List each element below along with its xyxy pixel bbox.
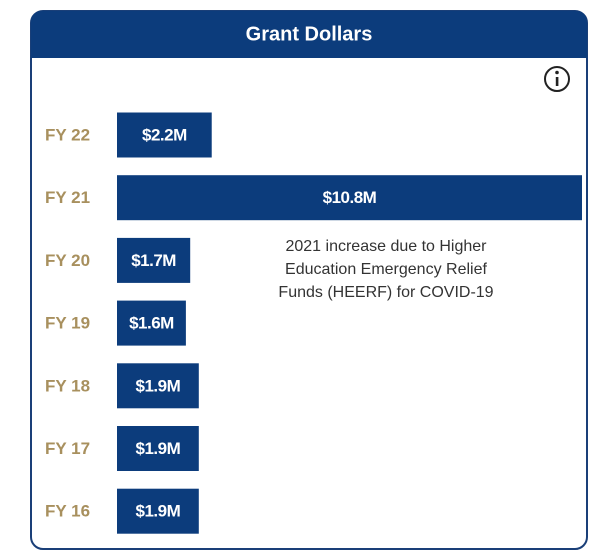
value-label: $1.9M bbox=[136, 376, 181, 395]
value-label: $2.2M bbox=[142, 125, 187, 144]
value-label: $1.9M bbox=[136, 502, 181, 521]
bar bbox=[117, 363, 199, 409]
category-label: FY 18 bbox=[45, 376, 90, 395]
category-label: FY 20 bbox=[45, 251, 90, 270]
card bbox=[30, 10, 588, 550]
category-label: FY 16 bbox=[45, 502, 90, 521]
bar bbox=[117, 237, 191, 283]
card-header bbox=[31, 11, 587, 58]
category-label: FY 19 bbox=[45, 314, 90, 333]
category-label: FY 17 bbox=[45, 439, 90, 458]
info-icon[interactable] bbox=[544, 66, 570, 92]
bar bbox=[117, 300, 186, 346]
bar bbox=[117, 112, 212, 158]
chart-title: Grant Dollars bbox=[246, 23, 373, 45]
value-label: $1.6M bbox=[129, 314, 174, 333]
annotation: Funds (HEERF) for COVID-19 bbox=[278, 284, 493, 301]
bar bbox=[117, 488, 199, 534]
value-label: $1.9M bbox=[136, 439, 181, 458]
bar bbox=[117, 426, 199, 471]
value-label: $10.8M bbox=[323, 188, 377, 207]
value-label: $1.7M bbox=[131, 251, 176, 270]
bar bbox=[117, 175, 582, 221]
annotation: Education Emergency Relief bbox=[285, 261, 487, 278]
annotation: 2021 increase due to Higher bbox=[285, 238, 487, 255]
category-label: FY 22 bbox=[45, 125, 90, 144]
category-label: FY 21 bbox=[45, 188, 90, 207]
